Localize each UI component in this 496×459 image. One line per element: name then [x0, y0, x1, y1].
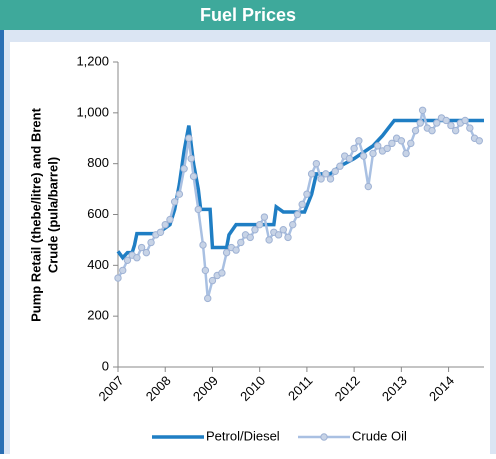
legend-label: Petrol/Diesel [206, 428, 280, 443]
data-point [336, 162, 344, 170]
data-point [307, 170, 316, 178]
data-point [350, 144, 358, 153]
y-tick-label: 1,000 [76, 104, 109, 119]
data-point [451, 126, 460, 135]
data-point [461, 116, 469, 125]
data-point [187, 154, 195, 163]
header-title: Fuel Prices [200, 5, 296, 25]
data-point [123, 256, 132, 264]
data-point [199, 241, 207, 249]
data-point [251, 226, 259, 234]
data-point [180, 165, 188, 173]
data-point [293, 210, 302, 219]
data-point [274, 231, 283, 239]
data-point [345, 154, 354, 163]
data-point [218, 269, 226, 277]
data-point [388, 139, 396, 148]
data-point [289, 220, 297, 229]
y-tick-label: 0 [102, 358, 109, 373]
data-point [442, 116, 450, 125]
data-point [119, 266, 127, 275]
y-tick-label: 600 [87, 206, 109, 221]
data-point [326, 175, 335, 183]
data-point [416, 119, 424, 127]
data-point [312, 159, 321, 168]
chart-area [10, 42, 490, 454]
data-point [407, 139, 415, 148]
y-axis-title: Crude (pula/barrel) [45, 157, 60, 273]
data-point [279, 226, 287, 234]
data-point [137, 243, 146, 252]
data-point [331, 167, 339, 175]
data-point [466, 124, 474, 132]
data-point [255, 220, 264, 229]
data-point [402, 149, 410, 158]
data-point [208, 276, 217, 285]
y-axis-title: Pump Retail (thebe/litre) and Brent [28, 107, 43, 321]
legend-marker [320, 433, 328, 441]
data-point [475, 137, 483, 145]
data-point [175, 190, 184, 198]
data-point [374, 142, 382, 150]
data-point [265, 236, 273, 244]
data-point [201, 266, 210, 275]
data-point [189, 172, 198, 181]
data-point [411, 126, 420, 135]
data-point [317, 175, 325, 183]
data-point [246, 233, 254, 242]
data-point [232, 246, 240, 254]
left-border [0, 30, 4, 454]
data-point [397, 137, 406, 145]
data-point [433, 119, 441, 127]
data-point [303, 190, 311, 198]
data-point [147, 238, 155, 247]
data-point [222, 248, 231, 257]
data-point [194, 205, 202, 214]
data-point [383, 144, 391, 153]
data-point [355, 137, 363, 145]
data-point [204, 294, 212, 303]
y-tick-label: 200 [87, 308, 109, 323]
data-point [114, 274, 122, 282]
legend-label: Crude Oil [352, 428, 407, 443]
y-tick-label: 800 [87, 155, 109, 170]
data-point [142, 248, 151, 257]
data-point [369, 149, 377, 158]
data-point [418, 106, 427, 114]
data-point [428, 126, 436, 135]
data-point [166, 215, 174, 224]
y-tick-label: 1,200 [76, 53, 109, 68]
data-point [447, 121, 455, 130]
data-point [260, 213, 269, 221]
data-point [359, 152, 368, 160]
data-point [170, 198, 179, 206]
data-point [364, 182, 372, 191]
y-tick-label: 400 [87, 257, 109, 272]
header-bar [0, 0, 496, 30]
data-point [185, 134, 193, 142]
data-point [284, 233, 292, 242]
data-point [133, 254, 141, 262]
data-point [237, 238, 245, 247]
data-point [298, 200, 306, 209]
data-point [322, 170, 330, 178]
data-point [156, 228, 165, 236]
data-point [161, 220, 169, 229]
